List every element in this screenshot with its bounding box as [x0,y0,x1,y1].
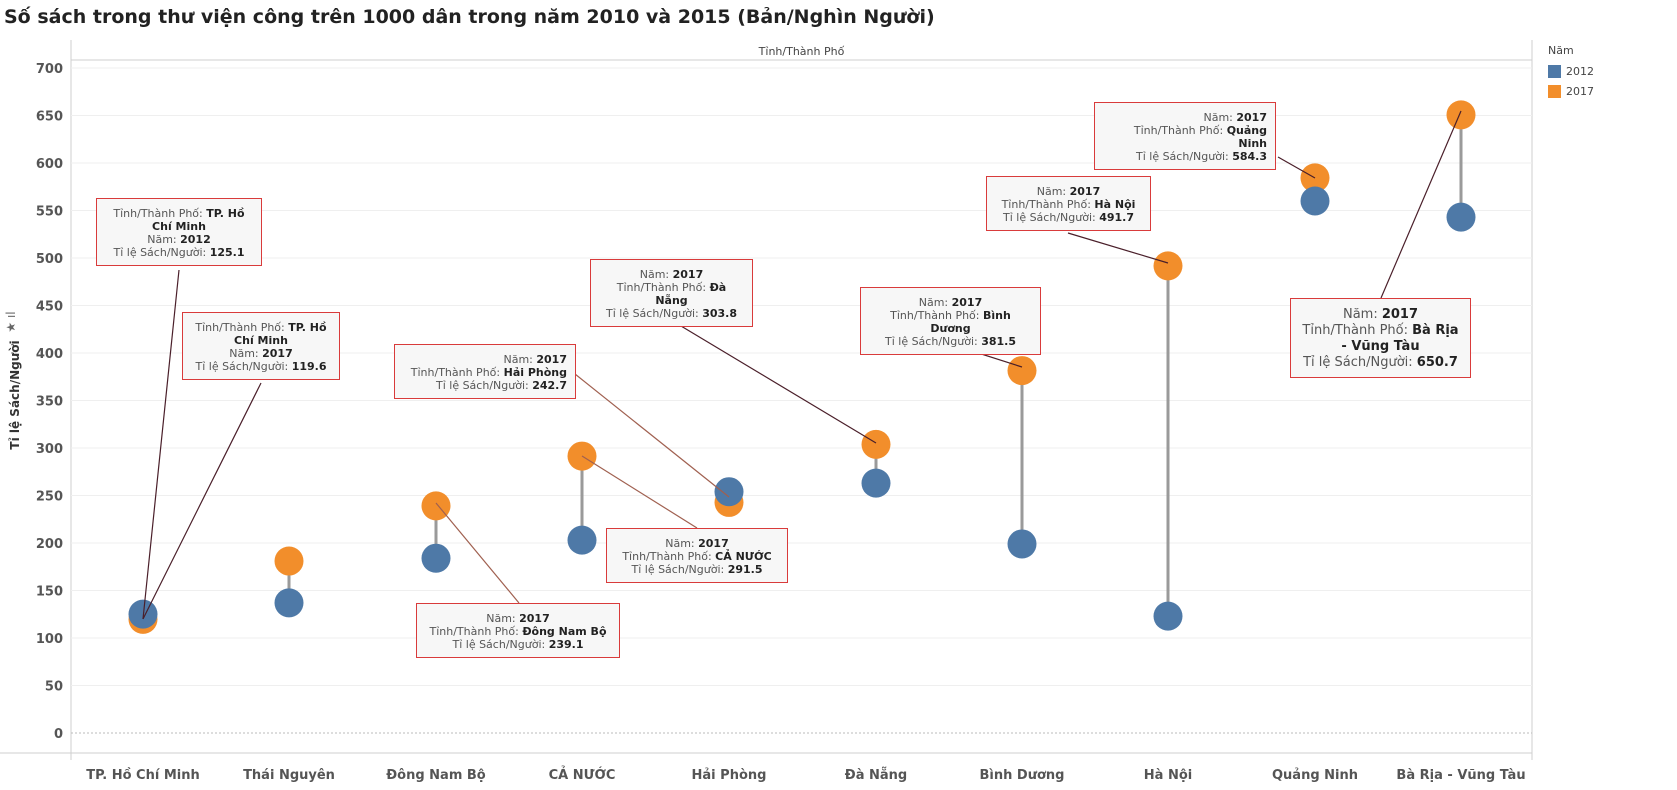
y-tick-label: 350 [36,395,63,410]
annotation-qn2017: Năm: 2017 Tỉnh/Thành Phố: Quảng Ninh Tỉ … [1094,102,1276,170]
annotation-leader [1277,156,1316,179]
point-2017 [861,429,891,459]
annotation-leader [142,269,180,620]
y-axis-label: Tỉ lệ Sách/Người [8,340,22,449]
y-tick-label: 550 [36,205,63,220]
y-tick-label: 700 [36,62,63,77]
legend-label-2017: 2017 [1566,84,1594,98]
point-2017 [274,546,304,576]
y-tick-label: 200 [36,537,63,552]
point-2012 [274,588,304,618]
legend: Năm 2012 2017 [1548,44,1594,101]
y-tick-label: 450 [36,300,63,315]
annotation-hn2017: Năm: 2017 Tỉnh/Thành Phố: Hà Nội Tỉ lệ S… [986,176,1151,231]
point-2017 [1153,251,1183,281]
annotation-dnb2017: Năm: 2017 Tỉnh/Thành Phố: Đông Nam Bộ Tỉ… [416,603,620,658]
x-tick-label: Đà Nẵng [845,768,907,783]
y-tick-label: 0 [54,727,63,742]
legend-swatch-2012 [1548,64,1561,78]
point-2017 [1446,100,1476,130]
column-header: Tỉnh/Thành Phố [758,45,845,58]
x-tick-label: CẢ NƯỚC [549,766,616,783]
legend-swatch-2017 [1548,84,1561,98]
point-2012 [567,525,597,555]
point-2017 [421,491,451,521]
x-tick-label: Thái Nguyên [243,768,335,783]
x-tick-label: Bà Rịa - Vũng Tàu [1396,768,1525,783]
point-2012 [1153,601,1183,631]
legend-item-2017[interactable]: 2017 [1548,81,1594,101]
annotation-hcm2012: Tỉnh/Thành Phố: TP. Hồ Chí Minh Năm: 201… [96,198,262,266]
x-tick-label: Quảng Ninh [1272,768,1358,783]
annotation-leader [581,455,698,529]
legend-item-2012[interactable]: 2012 [1548,61,1594,81]
annotation-dn2017: Năm: 2017 Tỉnh/Thành Phố: Đà Nẵng Tỉ lệ … [590,259,753,327]
point-2017 [1007,356,1037,386]
x-tick-label: Bình Dương [980,768,1065,783]
point-2012 [1007,529,1037,559]
annotation-hp2017: Năm: 2017 Tỉnh/Thành Phố: Hải Phòng Tỉ l… [394,344,576,399]
y-tick-label: 600 [36,157,63,172]
point-2012 [1446,202,1476,232]
annotation-leader [574,373,730,498]
y-tick-label: 50 [45,680,63,695]
annotation-leader [1380,110,1462,299]
x-tick-label: Hải Phòng [692,768,767,783]
legend-title: Năm [1548,44,1574,57]
y-tick-label: 250 [36,490,63,505]
annotation-br2017: Năm: 2017 Tỉnh/Thành Phố: Bà Rịa - Vũng … [1290,298,1471,378]
x-tick-label: Đông Nam Bộ [386,768,486,783]
y-tick-label: 400 [36,347,63,362]
chart-title: Số sách trong thư viện công trên 1000 dâ… [4,6,935,28]
annotation-leader [435,502,520,604]
y-tick-label: 150 [36,585,63,600]
point-2012 [861,468,891,498]
legend-label-2012: 2012 [1566,64,1594,78]
sort-icon: ★ ıl [4,311,18,332]
annotation-leader [1067,232,1169,264]
annotation-leader [142,382,262,620]
x-tick-label: TP. Hồ Chí Minh [86,768,200,783]
annotation-bd2017: Năm: 2017 Tỉnh/Thành Phố: Bình Dương Tỉ … [860,287,1041,355]
y-tick-label: 300 [36,442,63,457]
annotation-cn2017: Năm: 2017 Tỉnh/Thành Phố: CẢ NƯỚC Tỉ lệ … [606,528,788,583]
x-tick-label: Hà Nội [1144,768,1192,783]
y-tick-label: 500 [36,252,63,267]
y-tick-label: 650 [36,110,63,125]
annotation-leader [670,319,877,444]
annotation-hcm2017: Tỉnh/Thành Phố: TP. Hồ Chí Minh Năm: 201… [182,312,340,380]
point-2012 [421,543,451,573]
y-tick-label: 100 [36,632,63,647]
point-2012 [1300,186,1330,216]
point-2012 [714,477,744,507]
